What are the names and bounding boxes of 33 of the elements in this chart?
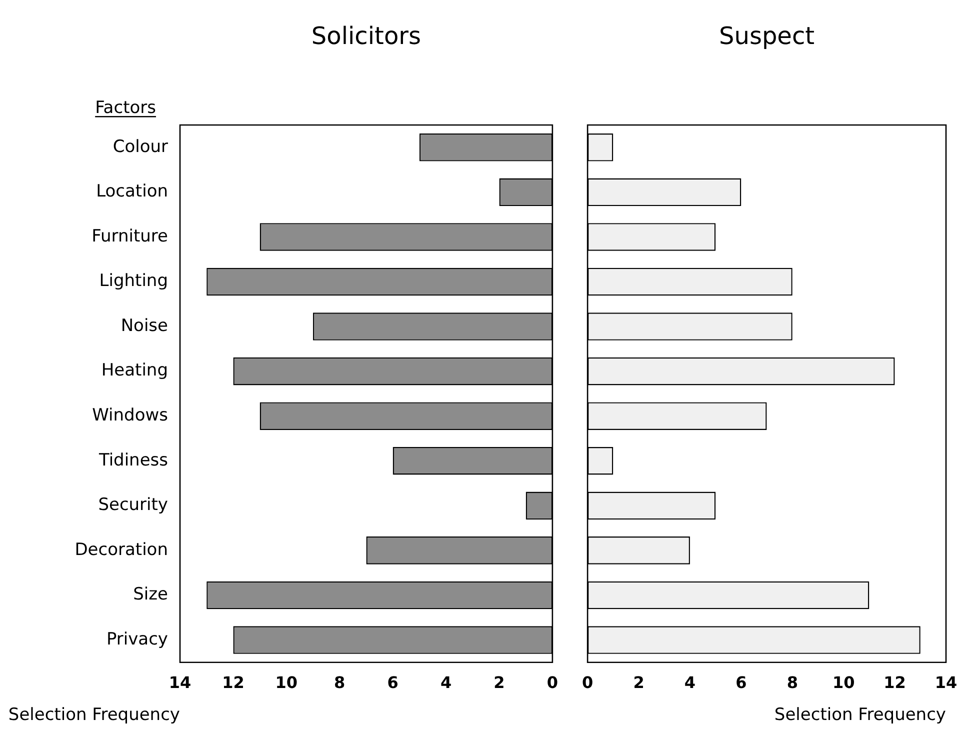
x-tick-label: 4: [684, 673, 696, 692]
x-tick-label: 12: [222, 673, 244, 692]
x-tick-label: 6: [736, 673, 747, 692]
x-axis-title: Selection Frequency: [8, 705, 180, 726]
x-tick-label: 0: [582, 673, 594, 692]
y-axis-title: Factors: [95, 98, 156, 118]
x-axis-title: Selection Frequency: [774, 705, 946, 726]
x-tick-label: 14: [934, 673, 958, 692]
y-tick-label: Tidiness: [98, 450, 168, 470]
y-tick-label: Size: [133, 584, 168, 605]
x-tick-label: 2: [494, 673, 505, 692]
chart-title: Suspect: [719, 22, 815, 50]
x-tick-label: 10: [832, 673, 855, 692]
x-tick-label: 4: [440, 673, 452, 692]
y-tick-label: Security: [98, 495, 168, 516]
x-tick-label: 8: [334, 673, 346, 692]
x-tick-label: 12: [884, 673, 906, 692]
x-tick-label: 0: [546, 673, 558, 692]
y-tick-label: Heating: [101, 360, 168, 381]
x-tick-label: 14: [168, 673, 192, 692]
y-tick-label: Noise: [120, 316, 168, 336]
y-tick-label: Windows: [92, 406, 168, 426]
y-tick-label: Privacy: [106, 629, 168, 650]
y-tick-label: Colour: [112, 136, 168, 157]
x-tick-label: 10: [275, 673, 298, 692]
chart-title: Solicitors: [311, 22, 422, 50]
x-tick-label: 6: [387, 673, 398, 692]
y-tick-label: Decoration: [74, 540, 168, 560]
x-tick-label: 8: [786, 673, 798, 692]
y-tick-label: Furniture: [92, 226, 168, 246]
y-tick-label: Location: [96, 182, 168, 202]
x-tick-label: 2: [633, 673, 644, 692]
y-tick-label: Lighting: [99, 271, 168, 292]
